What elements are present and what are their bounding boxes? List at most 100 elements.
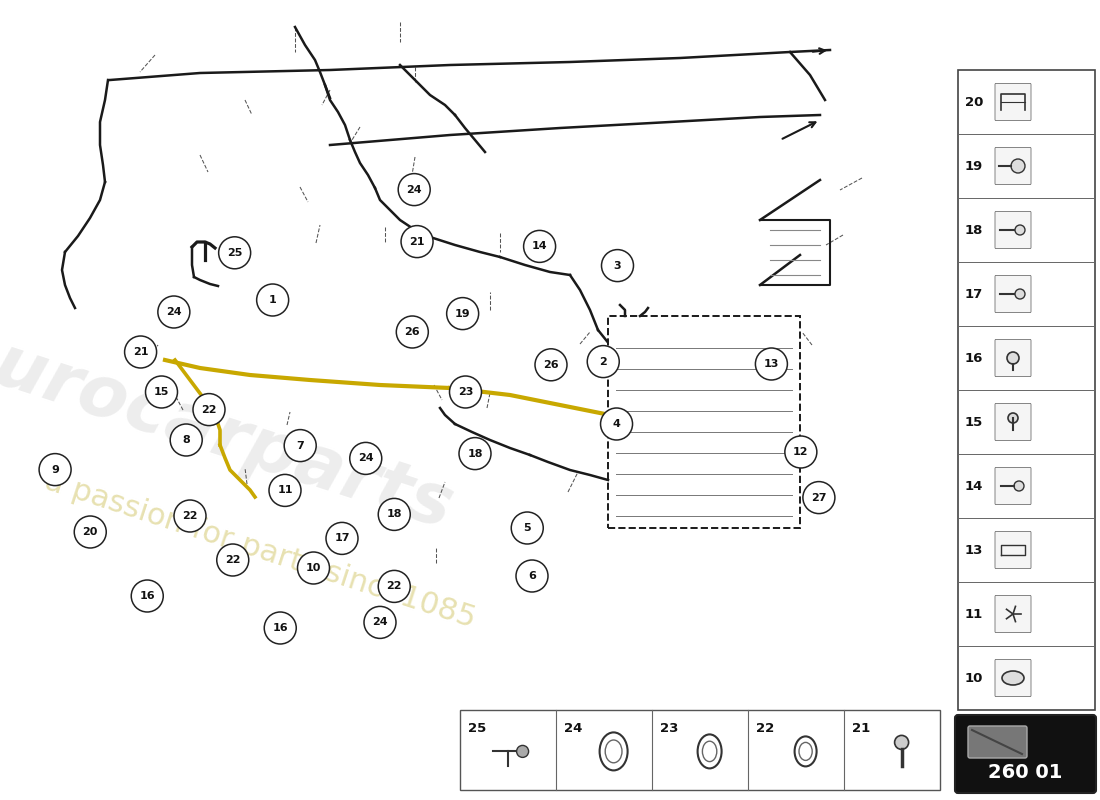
Text: 12: 12 xyxy=(793,447,808,457)
Circle shape xyxy=(1011,159,1025,173)
Text: 22: 22 xyxy=(226,555,241,565)
Text: 18: 18 xyxy=(386,510,402,519)
Text: 11: 11 xyxy=(277,486,293,495)
Text: 13: 13 xyxy=(763,359,779,369)
FancyBboxPatch shape xyxy=(996,211,1031,249)
Text: 20: 20 xyxy=(82,527,98,537)
Text: 22: 22 xyxy=(183,511,198,521)
Ellipse shape xyxy=(605,740,621,763)
Circle shape xyxy=(284,430,316,462)
Circle shape xyxy=(350,442,382,474)
Circle shape xyxy=(364,606,396,638)
Text: 16: 16 xyxy=(965,351,983,365)
Text: 22: 22 xyxy=(756,722,774,735)
Text: 26: 26 xyxy=(543,360,559,370)
FancyBboxPatch shape xyxy=(996,467,1031,505)
Text: 260 01: 260 01 xyxy=(988,762,1063,782)
Circle shape xyxy=(170,424,202,456)
Text: 11: 11 xyxy=(965,607,983,621)
Circle shape xyxy=(398,174,430,206)
Text: 14: 14 xyxy=(965,479,983,493)
Circle shape xyxy=(297,552,330,584)
Text: 7: 7 xyxy=(296,441,304,450)
Circle shape xyxy=(264,612,296,644)
FancyBboxPatch shape xyxy=(996,595,1031,633)
Text: 5: 5 xyxy=(524,523,531,533)
Text: 21: 21 xyxy=(852,722,870,735)
Circle shape xyxy=(517,746,529,758)
Circle shape xyxy=(785,436,817,468)
Circle shape xyxy=(145,376,177,408)
Ellipse shape xyxy=(697,734,722,768)
Circle shape xyxy=(378,498,410,530)
Circle shape xyxy=(447,298,478,330)
Text: 9: 9 xyxy=(52,465,59,474)
Text: 3: 3 xyxy=(614,261,622,270)
Text: 18: 18 xyxy=(468,449,483,458)
FancyBboxPatch shape xyxy=(996,339,1031,377)
Circle shape xyxy=(1014,481,1024,491)
Circle shape xyxy=(1008,413,1018,423)
Text: 26: 26 xyxy=(405,327,420,337)
Circle shape xyxy=(378,570,410,602)
Text: 24: 24 xyxy=(406,185,422,194)
Circle shape xyxy=(894,735,909,750)
FancyBboxPatch shape xyxy=(996,659,1031,697)
Circle shape xyxy=(158,296,190,328)
Text: 13: 13 xyxy=(965,543,983,557)
FancyBboxPatch shape xyxy=(996,275,1031,313)
Text: 24: 24 xyxy=(564,722,582,735)
Circle shape xyxy=(450,376,482,408)
Text: 23: 23 xyxy=(458,387,473,397)
Text: 2: 2 xyxy=(600,357,607,366)
Circle shape xyxy=(40,454,72,486)
Circle shape xyxy=(217,544,249,576)
Text: eurocarparts: eurocarparts xyxy=(0,316,461,544)
Circle shape xyxy=(602,250,634,282)
Circle shape xyxy=(524,230,556,262)
Text: 6: 6 xyxy=(528,571,536,581)
Text: 14: 14 xyxy=(531,242,548,251)
Text: 1: 1 xyxy=(268,295,276,305)
FancyBboxPatch shape xyxy=(996,531,1031,569)
Circle shape xyxy=(535,349,566,381)
Circle shape xyxy=(131,580,163,612)
Circle shape xyxy=(174,500,206,532)
Text: 21: 21 xyxy=(133,347,148,357)
FancyBboxPatch shape xyxy=(996,147,1031,185)
Circle shape xyxy=(601,408,632,440)
Circle shape xyxy=(256,284,288,316)
Text: 15: 15 xyxy=(965,415,983,429)
Text: 24: 24 xyxy=(166,307,182,317)
Circle shape xyxy=(326,522,358,554)
Text: 22: 22 xyxy=(201,405,217,414)
Circle shape xyxy=(75,516,107,548)
Circle shape xyxy=(192,394,226,426)
Text: 27: 27 xyxy=(811,493,827,502)
Text: 16: 16 xyxy=(140,591,155,601)
Text: 10: 10 xyxy=(965,671,983,685)
Text: 25: 25 xyxy=(468,722,486,735)
Circle shape xyxy=(512,512,543,544)
Circle shape xyxy=(756,348,788,380)
Ellipse shape xyxy=(600,733,628,770)
Circle shape xyxy=(1006,352,1019,364)
Text: 15: 15 xyxy=(154,387,169,397)
Text: 10: 10 xyxy=(306,563,321,573)
Circle shape xyxy=(459,438,491,470)
FancyBboxPatch shape xyxy=(608,316,800,528)
Text: 4: 4 xyxy=(613,419,620,429)
Circle shape xyxy=(803,482,835,514)
Circle shape xyxy=(587,346,619,378)
Text: 17: 17 xyxy=(965,287,983,301)
Text: 19: 19 xyxy=(454,309,471,318)
Text: 21: 21 xyxy=(409,237,425,246)
FancyBboxPatch shape xyxy=(996,403,1031,441)
Ellipse shape xyxy=(703,741,717,762)
Text: 8: 8 xyxy=(183,435,190,445)
FancyBboxPatch shape xyxy=(968,726,1027,758)
Text: 20: 20 xyxy=(965,95,983,109)
Text: 19: 19 xyxy=(965,159,983,173)
Circle shape xyxy=(402,226,433,258)
Text: 18: 18 xyxy=(965,223,983,237)
